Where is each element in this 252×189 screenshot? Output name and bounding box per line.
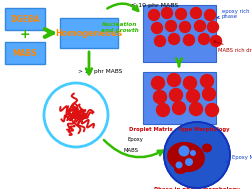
Circle shape [175, 161, 182, 169]
Circle shape [205, 9, 215, 20]
Circle shape [178, 146, 190, 156]
Text: Phase in phase morphology: Phase in phase morphology [154, 187, 240, 189]
Circle shape [169, 33, 179, 44]
Circle shape [201, 74, 213, 88]
Text: Epoxy: Epoxy [128, 138, 144, 143]
Text: > 10 phr MABS: > 10 phr MABS [78, 70, 122, 74]
Text: +: + [20, 29, 30, 42]
Text: Droplet Matrix   Type Morphology: Droplet Matrix Type Morphology [129, 127, 229, 132]
Circle shape [162, 8, 173, 19]
Circle shape [170, 88, 182, 101]
Text: MABS: MABS [13, 49, 37, 57]
Circle shape [183, 77, 197, 90]
Circle shape [154, 36, 166, 46]
Text: epoxy rich
phase: epoxy rich phase [216, 9, 249, 19]
Circle shape [151, 22, 163, 33]
Circle shape [190, 102, 203, 115]
FancyBboxPatch shape [5, 42, 45, 64]
Circle shape [203, 88, 215, 101]
Circle shape [210, 36, 222, 46]
Circle shape [175, 9, 186, 19]
Text: ≤ 10 phr MABS: ≤ 10 phr MABS [131, 3, 179, 8]
Text: Epoxy Matrix: Epoxy Matrix [226, 156, 252, 163]
Circle shape [191, 8, 202, 19]
FancyBboxPatch shape [143, 5, 216, 62]
Circle shape [207, 22, 218, 33]
Circle shape [168, 74, 180, 87]
Circle shape [199, 33, 209, 44]
FancyBboxPatch shape [143, 72, 216, 124]
Circle shape [164, 122, 230, 188]
Circle shape [179, 22, 191, 33]
Circle shape [148, 9, 160, 20]
Circle shape [156, 104, 170, 116]
FancyBboxPatch shape [5, 8, 45, 30]
Ellipse shape [202, 143, 212, 153]
Circle shape [44, 83, 108, 147]
Circle shape [185, 158, 193, 166]
Circle shape [205, 104, 218, 116]
Circle shape [151, 77, 165, 90]
Circle shape [190, 150, 196, 156]
Text: MABS: MABS [123, 147, 138, 153]
Text: Nucleation
and growth: Nucleation and growth [101, 22, 139, 33]
Circle shape [166, 20, 176, 32]
Circle shape [186, 90, 200, 102]
Circle shape [173, 101, 185, 115]
Circle shape [153, 91, 167, 104]
Text: MABS rich droplet: MABS rich droplet [214, 41, 252, 53]
Circle shape [195, 20, 205, 32]
Text: DGEBA: DGEBA [10, 15, 40, 23]
FancyBboxPatch shape [60, 18, 118, 48]
Circle shape [183, 35, 195, 46]
Ellipse shape [174, 162, 188, 174]
Ellipse shape [167, 142, 205, 172]
Text: Homogeneous: Homogeneous [55, 29, 122, 37]
